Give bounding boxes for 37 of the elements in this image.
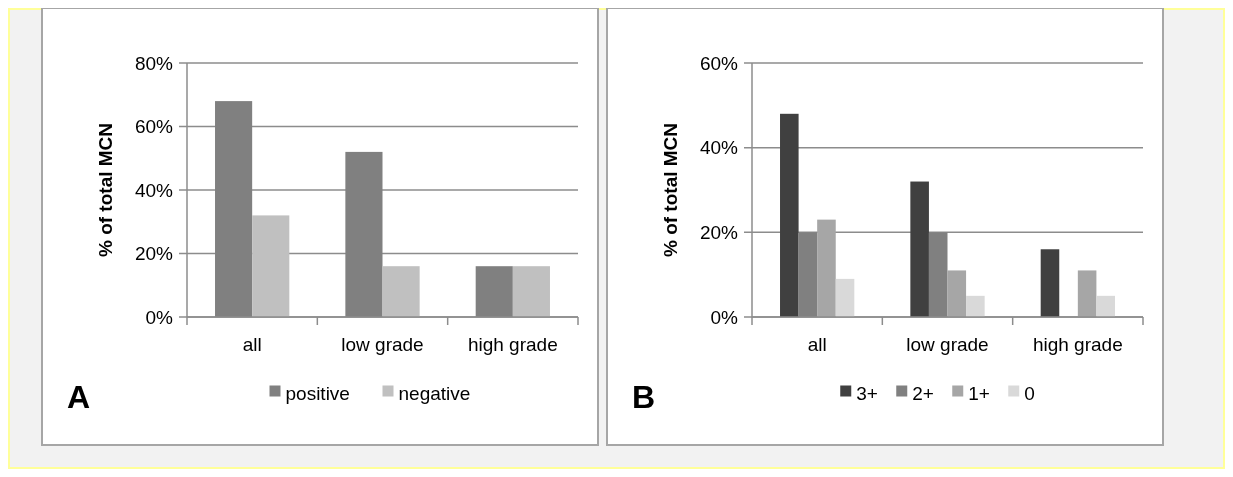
bar <box>966 295 985 317</box>
x-tick-label: high grade <box>467 334 558 355</box>
y-tick-label: 0% <box>710 306 739 328</box>
bar <box>947 270 967 317</box>
legend-label: 0 <box>1024 382 1035 404</box>
y-tick-label: 60% <box>699 52 739 74</box>
bar <box>1040 249 1060 317</box>
bar <box>252 215 290 317</box>
y-tick-label: 40% <box>699 137 739 159</box>
legend-label: negative <box>398 382 471 404</box>
y-tick-label: 80% <box>134 52 174 74</box>
x-tick-label: high grade <box>1032 334 1123 355</box>
y-tick-label: 60% <box>134 116 174 138</box>
y-tick-label: 40% <box>134 179 174 201</box>
y-tick-label: 20% <box>134 243 174 265</box>
bar <box>835 278 855 317</box>
y-axis-title: % of total MCN <box>660 122 681 258</box>
bar <box>512 266 550 317</box>
bar <box>382 266 420 317</box>
legend-label: 3+ <box>856 382 878 404</box>
bar <box>910 181 929 317</box>
bar <box>1077 270 1097 317</box>
bar <box>1096 295 1115 317</box>
legend-label: 2+ <box>912 382 934 404</box>
legend-label: positive <box>285 382 350 404</box>
bar <box>780 113 799 317</box>
x-tick-label: low grade <box>341 334 424 355</box>
x-tick-label: all <box>807 334 827 355</box>
y-axis-title: % of total MCN <box>95 122 116 258</box>
legend-label: 1+ <box>968 382 990 404</box>
y-tick-label: 20% <box>699 221 739 243</box>
x-tick-label: low grade <box>906 334 989 355</box>
bar <box>817 219 836 317</box>
text: B <box>632 379 656 415</box>
text: A <box>67 379 91 415</box>
y-tick-label: 0% <box>145 306 174 328</box>
x-tick-label: all <box>242 334 262 355</box>
